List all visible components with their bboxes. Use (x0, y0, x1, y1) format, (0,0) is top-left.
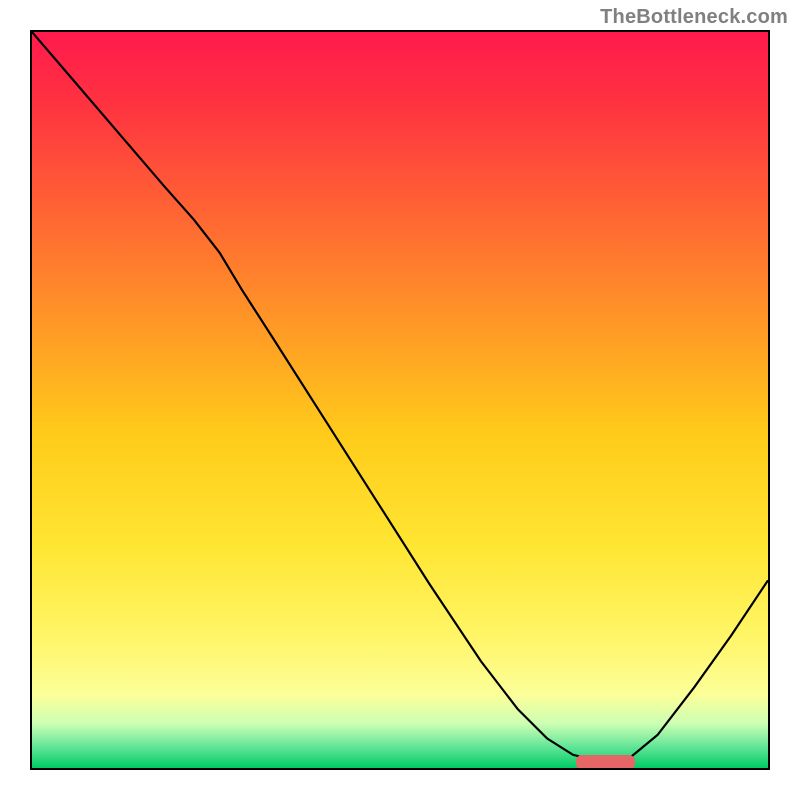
chart-plot-area (30, 30, 770, 770)
curve-line (32, 32, 768, 768)
watermark-text: TheBottleneck.com (600, 6, 788, 29)
highlight-marker (576, 755, 635, 770)
